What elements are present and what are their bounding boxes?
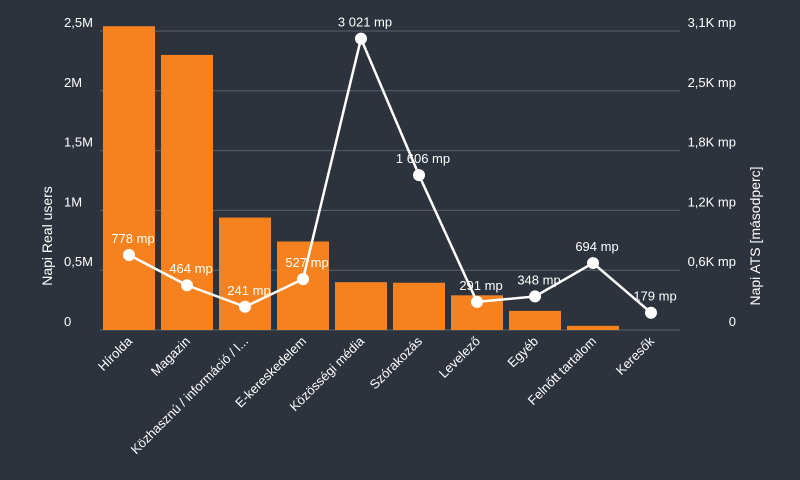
line-data-labels: 778 mp 464 mp 241 mp 527 mp 3 021 mp 1 606 mp… <box>111 15 676 304</box>
category-label: Közhasznú / információ / l... <box>128 334 252 458</box>
right-tick-label: 0 <box>729 314 736 329</box>
line-point <box>123 248 135 261</box>
left-tick-label: 1,5M <box>64 135 93 150</box>
category-label: Levelező <box>436 334 483 381</box>
line-point <box>413 169 425 182</box>
left-tick-label: 2M <box>64 75 82 90</box>
category-label: Egyéb <box>504 334 541 371</box>
right-tick-label: 1,8K mp <box>688 135 736 150</box>
left-tick-label: 0,5M <box>64 254 93 269</box>
line-point <box>587 257 599 270</box>
category-label: Szórakozás <box>366 333 425 392</box>
left-tick-label: 1M <box>64 194 82 209</box>
bar <box>335 282 387 330</box>
right-tick-label: 0,6K mp <box>688 254 736 269</box>
left-axis-ticks: 0 0,5M 1M 1,5M 2M 2,5M <box>64 15 93 329</box>
line-data-label: 527 mp <box>285 255 328 270</box>
bar <box>567 325 619 330</box>
line-point <box>529 290 541 303</box>
line-point <box>297 273 309 286</box>
category-label: Keresők <box>613 333 658 378</box>
right-axis-title: Napi ATS [másodperc] <box>747 166 763 305</box>
line-path <box>128 37 652 314</box>
line-data-label: 241 mp <box>227 283 270 298</box>
left-tick-label: 2,5M <box>64 15 93 30</box>
line-data-label: 3 021 mp <box>338 15 392 30</box>
line-data-label: 179 mp <box>633 289 676 304</box>
category-label: Magazin <box>148 334 193 379</box>
left-axis-title: Napi Real users <box>39 186 55 286</box>
right-tick-label: 3,1K mp <box>688 15 736 30</box>
bar <box>393 282 445 330</box>
bar <box>277 241 329 330</box>
bar <box>219 217 271 330</box>
left-tick-label: 0 <box>64 314 71 329</box>
right-axis-ticks: 0 0,6K mp 1,2K mp 1,8K mp 2,5K mp 3,1K mp <box>688 15 736 329</box>
line-data-label: 464 mp <box>169 261 212 276</box>
line-data-label: 1 606 mp <box>396 151 450 166</box>
line-data-label: 778 mp <box>111 231 154 246</box>
line-data-label: 291 mp <box>459 278 502 293</box>
line-point <box>471 295 483 308</box>
line-point <box>355 32 367 45</box>
right-tick-label: 1,2K mp <box>688 194 736 209</box>
line-point <box>181 279 193 292</box>
bar <box>103 26 155 330</box>
right-tick-label: 2,5K mp <box>688 75 736 90</box>
line-data-label: 348 mp <box>517 272 560 287</box>
line-point <box>645 306 657 319</box>
category-label: Hírolda <box>95 333 136 374</box>
line-data-label: 694 mp <box>575 239 618 254</box>
line-series <box>123 32 657 319</box>
line-point <box>239 300 251 313</box>
bar <box>509 310 561 330</box>
